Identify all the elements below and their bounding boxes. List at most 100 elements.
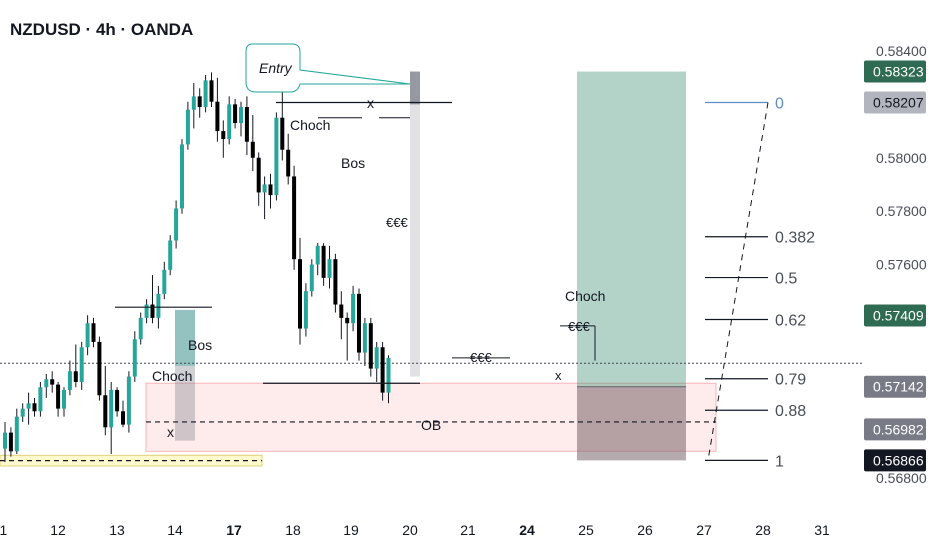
candle-body xyxy=(191,96,196,110)
x-tick-label: 18 xyxy=(285,522,301,538)
candle-body xyxy=(244,107,249,142)
candle-body xyxy=(50,379,55,385)
bos-label-left: Bos xyxy=(188,337,212,353)
candle-body xyxy=(298,259,302,329)
candle-body xyxy=(227,104,232,140)
candle-body xyxy=(185,109,190,145)
candle-body xyxy=(374,347,379,369)
stop-loss-zone xyxy=(577,386,686,461)
euro-marker-1: €€€ xyxy=(386,215,408,230)
candle-body xyxy=(209,80,214,102)
candle-body xyxy=(203,80,208,108)
candle-body xyxy=(262,184,267,193)
impulse-highlight-zone xyxy=(410,71,420,377)
candle-body xyxy=(250,141,255,158)
candle-body xyxy=(268,184,273,196)
candle-body xyxy=(327,259,332,278)
candle-body xyxy=(215,101,220,132)
x-tick-label: 24 xyxy=(519,522,535,538)
candle-body xyxy=(292,176,297,260)
take-profit-zone xyxy=(577,71,686,387)
candle-body xyxy=(150,304,155,318)
price-label-text: 0.57142 xyxy=(873,379,924,395)
price-label-badge xyxy=(864,91,926,114)
bos-label-top: Bos xyxy=(341,155,365,171)
candle-body xyxy=(109,389,114,428)
price-label-text: 0.56982 xyxy=(873,421,924,437)
candle-body xyxy=(85,323,90,348)
x-tick-label: 31 xyxy=(814,522,830,538)
price-label-badge xyxy=(864,375,926,398)
x-tick-label: 17 xyxy=(226,522,242,538)
candle-body xyxy=(274,117,279,196)
y-tick-label: 0.58000 xyxy=(876,150,927,166)
candle-body xyxy=(20,408,25,417)
choch-label-top: Choch xyxy=(290,117,330,133)
x-tick-label: 12 xyxy=(50,522,66,538)
candle-body xyxy=(162,269,167,294)
bos-highlight-top xyxy=(175,309,195,366)
candle-body xyxy=(339,304,344,318)
candle-body xyxy=(303,291,308,329)
candle-body xyxy=(56,384,61,409)
order-block-label: OB xyxy=(421,417,441,433)
candle-body xyxy=(67,371,72,390)
x-mark-right: x xyxy=(555,368,562,383)
x-tick-label: 28 xyxy=(755,522,771,538)
candle-body xyxy=(386,357,391,393)
candle-body xyxy=(73,371,78,382)
candle-body xyxy=(168,240,173,270)
candle-body xyxy=(345,317,350,324)
candle-body xyxy=(156,293,161,318)
candle-body xyxy=(3,432,7,449)
candle-body xyxy=(221,131,226,140)
candle-body xyxy=(138,317,143,340)
candle-body xyxy=(91,323,96,342)
y-tick-label: 0.57600 xyxy=(876,257,927,273)
candle-body xyxy=(180,144,184,209)
price-label-badge xyxy=(864,60,926,83)
candle-body xyxy=(115,389,120,412)
x-tick-label: 11 xyxy=(0,522,7,538)
x-tick-label: 26 xyxy=(637,522,653,538)
price-label-badge xyxy=(864,449,926,472)
fib-level-label: 0.5 xyxy=(775,271,797,288)
candle-body xyxy=(380,347,385,393)
price-label-text: 0.57409 xyxy=(873,307,924,323)
candle-body xyxy=(44,379,49,388)
entry-label: Entry xyxy=(259,60,293,76)
candle-body xyxy=(315,245,320,265)
candle-body xyxy=(132,339,137,377)
choch-label-right: Choch xyxy=(565,288,605,304)
candle-body xyxy=(286,149,291,177)
candle-body xyxy=(239,107,243,124)
y-tick-label: 0.58400 xyxy=(876,43,927,59)
candle-body xyxy=(357,293,361,353)
fib-level-label: 0.382 xyxy=(775,230,815,247)
fib-level-label: 0.79 xyxy=(775,372,806,389)
fib-level-label: 0 xyxy=(775,96,784,113)
x-tick-label: 19 xyxy=(343,522,359,538)
price-label-text: 0.56866 xyxy=(873,452,924,468)
x-tick-label: 25 xyxy=(578,522,594,538)
candle-body xyxy=(62,389,66,409)
fib-level-label: 1 xyxy=(775,453,784,470)
choch-label-left: Choch xyxy=(152,368,192,384)
candle-body xyxy=(368,323,373,369)
x-tick-label: 27 xyxy=(696,522,712,538)
price-label-text: 0.58323 xyxy=(873,64,924,80)
candle-body xyxy=(103,395,108,428)
candle-body xyxy=(14,416,19,452)
x-mark-top: x xyxy=(367,95,374,111)
price-label-badge xyxy=(864,304,926,327)
candle-body xyxy=(333,259,338,305)
candle-body xyxy=(144,304,149,318)
candle-body xyxy=(126,376,131,425)
candle-body xyxy=(233,104,238,124)
x-mark-left: x xyxy=(167,424,174,440)
euro-marker-2: €€€ xyxy=(470,350,492,365)
price-label-text: 0.58207 xyxy=(873,95,924,111)
candle-body xyxy=(362,323,367,353)
candle-body xyxy=(256,157,261,193)
